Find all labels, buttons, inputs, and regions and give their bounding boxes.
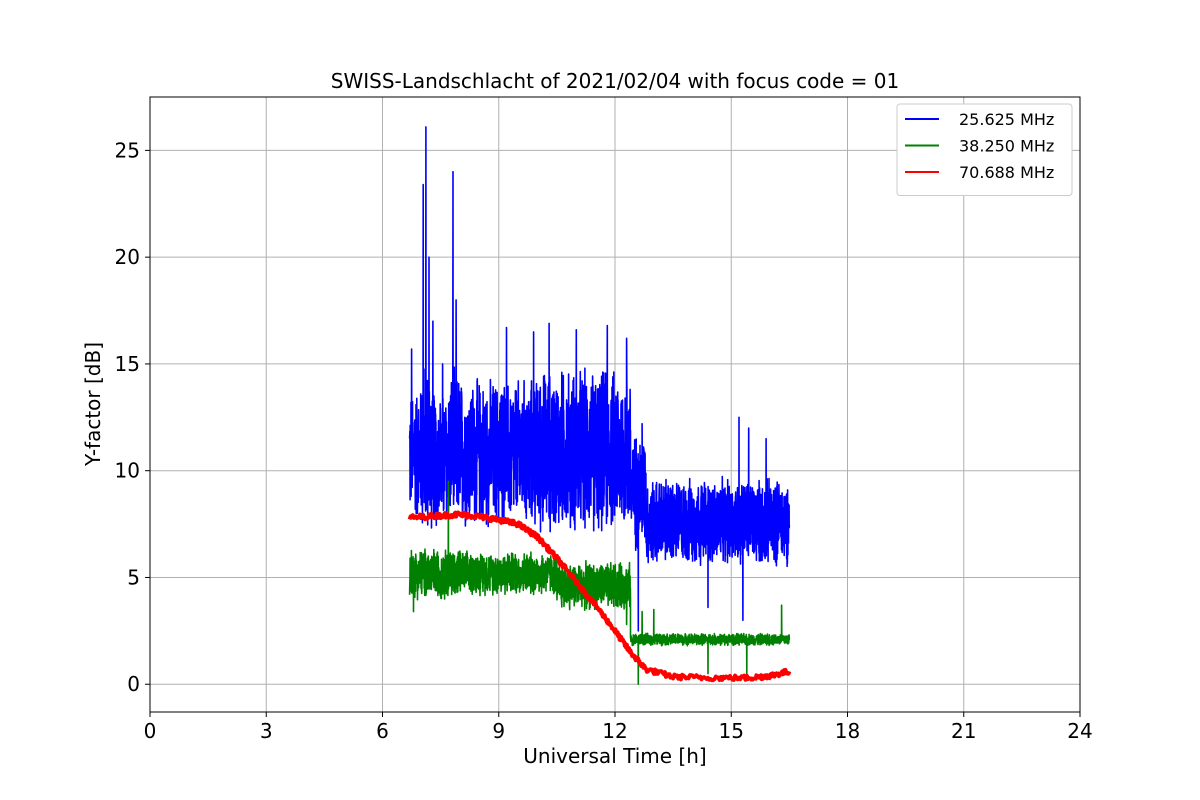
x-tick-label: 6 [376,719,389,743]
chart-title: SWISS-Landschlacht of 2021/02/04 with fo… [331,69,899,93]
series-line-1 [408,126,791,632]
x-tick-label: 24 [1067,719,1092,743]
y-axis-label: Y-factor [dB] [81,342,105,467]
legend-box [896,103,1073,196]
x-tick-label: 15 [719,719,744,743]
x-tick-label: 12 [602,719,627,743]
x-axis: 0 3 6 9 12 15 18 21 24 [144,712,1093,743]
series-line-2 [408,480,791,685]
y-tick-label: 5 [127,565,140,589]
x-axis-label: Universal Time [h] [523,744,706,768]
legend-label: 38.250 MHz [959,137,1054,156]
x-tick-label: 3 [260,719,273,743]
y-tick-label: 15 [115,352,140,376]
series-layer [407,126,792,685]
y-tick-label: 25 [115,138,140,162]
legend-label: 25.625 MHz [959,110,1054,129]
series-line-3 [407,510,792,683]
y-axis: 0 5 10 15 20 25 [115,138,150,696]
y-tick-label: 0 [127,672,140,696]
x-tick-label: 0 [144,719,157,743]
y-tick-label: 10 [115,459,140,483]
x-tick-label: 9 [492,719,505,743]
x-tick-label: 18 [835,719,860,743]
x-tick-label: 21 [951,719,976,743]
legend: 25.625 MHz 38.250 MHz 70.688 MHz [896,103,1073,196]
legend-label: 70.688 MHz [959,163,1054,182]
y-tick-label: 20 [115,245,140,269]
